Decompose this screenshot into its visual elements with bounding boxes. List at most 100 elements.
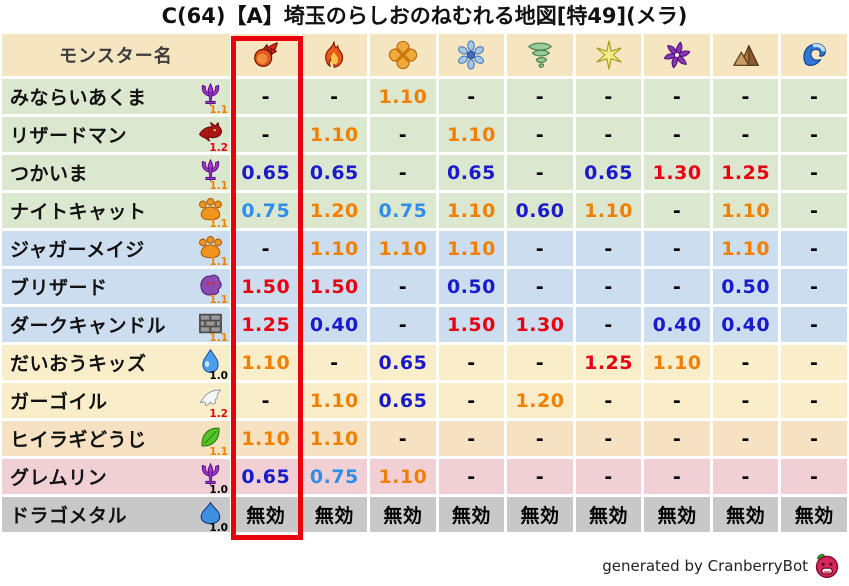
- resistance-cell-hyado: 1.10: [438, 231, 505, 266]
- resistance-cell-hyado: -: [438, 345, 505, 380]
- resistance-cell-earth: -: [712, 79, 779, 114]
- monster-name: ダークキャンドル: [10, 315, 167, 337]
- resistance-cell-doruma: -: [644, 269, 710, 304]
- monster-name-cell: ドラゴメタル 1.0: [2, 497, 230, 533]
- multiplier-badge: 1.1: [209, 445, 228, 458]
- element-header-io: [370, 34, 436, 76]
- resistance-cell-io: -: [370, 421, 436, 456]
- resistance-cell-mera: 1.50: [233, 269, 299, 304]
- resistance-cell-hyado: 1.10: [438, 117, 505, 152]
- resistance-cell-earth: 0.40: [712, 307, 779, 342]
- element-header-hyado: [438, 34, 505, 76]
- leaf-icon: [197, 424, 224, 451]
- pinwheel-icon: [662, 40, 692, 70]
- monster-name: ジャガーメイジ: [10, 239, 145, 261]
- resistance-cell-io: 1.10: [370, 231, 436, 266]
- resistance-cell-doruma: -: [644, 231, 710, 266]
- multiplier-badge: 1.1: [209, 103, 228, 116]
- demon-icon: [197, 158, 224, 185]
- resistance-cell-water: -: [781, 421, 847, 456]
- resistance-cell-doruma: -: [644, 117, 710, 152]
- resistance-cell-dein: -: [575, 421, 642, 456]
- resistance-cell-gira: 0.65: [301, 155, 368, 190]
- resistance-cell-dein: -: [575, 383, 642, 418]
- resistance-cell-water: -: [781, 155, 847, 190]
- resistance-cell-io: -: [370, 307, 436, 342]
- resistance-cell-doruma: -: [644, 421, 710, 456]
- resistance-cell-hyado: 1.10: [438, 193, 505, 228]
- resistance-cell-hyado: 無効: [438, 497, 505, 532]
- waterdrop-icon: [197, 348, 224, 375]
- multiplier-badge: 1.1: [209, 217, 228, 230]
- resistance-cell-io: 0.65: [370, 383, 436, 418]
- resistance-cell-hyado: 1.50: [438, 307, 505, 342]
- resistance-cell-water: -: [781, 79, 847, 114]
- resistance-cell-hyado: 0.65: [438, 155, 505, 190]
- explosion-icon: [388, 40, 418, 70]
- resistance-cell-mera: 1.10: [233, 421, 299, 456]
- monster-name: みならいあくま: [10, 87, 147, 109]
- flame-icon: [319, 40, 349, 70]
- multiplier-badge: 1.1: [209, 179, 228, 192]
- resistance-cell-hyado: -: [438, 383, 505, 418]
- resistance-cell-io: 1.10: [370, 459, 436, 494]
- resistance-cell-mera: -: [233, 383, 299, 418]
- resistance-cell-earth: -: [712, 345, 779, 380]
- resistance-cell-doruma: 無効: [644, 497, 710, 532]
- cranberry-bot-icon: [813, 552, 841, 580]
- multiplier-badge: 1.0: [209, 369, 228, 382]
- resistance-cell-gira: 0.75: [301, 459, 368, 494]
- multiplier-badge: 1.2: [209, 407, 228, 420]
- resistance-cell-bagi: 無効: [507, 497, 573, 532]
- monster-name: ブリザード: [10, 277, 108, 299]
- resistance-cell-gira: 1.50: [301, 269, 368, 304]
- demon-icon: [197, 82, 224, 109]
- resistance-cell-bagi: -: [507, 79, 573, 114]
- resistance-cell-bagi: -: [507, 155, 573, 190]
- resistance-cell-earth: 0.50: [712, 269, 779, 304]
- multiplier-badge: 1.1: [209, 255, 228, 268]
- resistance-cell-doruma: -: [644, 79, 710, 114]
- resistance-cell-mera: 1.25: [233, 307, 299, 342]
- element-header-doruma: [644, 34, 710, 76]
- resistance-cell-hyado: -: [438, 459, 505, 494]
- resistance-cell-gira: 1.20: [301, 193, 368, 228]
- tornado-icon: [525, 40, 555, 70]
- resistance-cell-dein: -: [575, 117, 642, 152]
- element-header-earth: [712, 34, 779, 76]
- multiplier-badge: 1.0: [209, 483, 228, 496]
- mountain-icon: [731, 40, 761, 70]
- monster-name: ヒイラギどうじ: [10, 429, 147, 451]
- resistance-cell-earth: 1.10: [712, 193, 779, 228]
- resistance-cell-earth: -: [712, 421, 779, 456]
- resistance-cell-mera: 0.75: [233, 193, 299, 228]
- resistance-cell-dein: -: [575, 269, 642, 304]
- monster-name-cell: だいおうキッズ 1.0: [2, 345, 230, 382]
- resistance-cell-water: -: [781, 383, 847, 418]
- page-title: C(64)【A】埼玉のらしおのねむれる地図[特49](メラ): [161, 4, 688, 28]
- resistance-cell-bagi: -: [507, 421, 573, 456]
- monster-name-cell: ダークキャンドル 1.1: [2, 307, 230, 343]
- resistance-cell-water: -: [781, 307, 847, 342]
- resistance-cell-mera: 1.10: [233, 345, 299, 380]
- resistance-cell-dein: -: [575, 459, 642, 494]
- resistance-cell-io: -: [370, 269, 436, 304]
- resistance-cell-bagi: -: [507, 231, 573, 266]
- resistance-cell-dein: 1.25: [575, 345, 642, 380]
- resistance-cell-dein: 0.65: [575, 155, 642, 190]
- resistance-cell-dein: -: [575, 231, 642, 266]
- resistance-cell-doruma: 1.10: [644, 345, 710, 380]
- dragon-icon: [197, 120, 224, 147]
- resistance-cell-earth: 1.10: [712, 231, 779, 266]
- brick-icon: [197, 310, 224, 337]
- resistance-cell-bagi: -: [507, 345, 573, 380]
- page: { "title": "C(64)【A】埼玉のらしおのねむれる地図[特49](メ…: [0, 3, 849, 586]
- fireball-icon: [251, 40, 281, 70]
- resistance-cell-io: 無効: [370, 497, 436, 532]
- resistance-cell-mera: 0.65: [233, 155, 299, 190]
- resistance-cell-doruma: -: [644, 459, 710, 494]
- element-header-water: [781, 34, 847, 76]
- resistance-cell-water: -: [781, 231, 847, 266]
- resistance-cell-gira: 1.10: [301, 117, 368, 152]
- resistance-cell-doruma: -: [644, 193, 710, 228]
